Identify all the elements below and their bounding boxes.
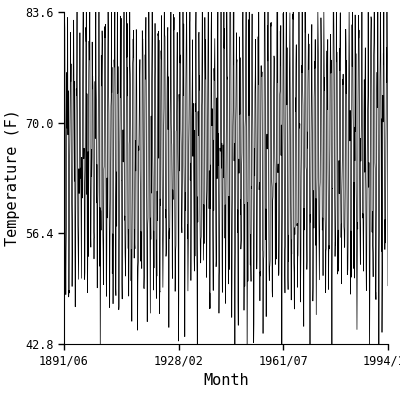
X-axis label: Month: Month	[203, 373, 249, 388]
Y-axis label: Temperature (F): Temperature (F)	[4, 110, 20, 246]
